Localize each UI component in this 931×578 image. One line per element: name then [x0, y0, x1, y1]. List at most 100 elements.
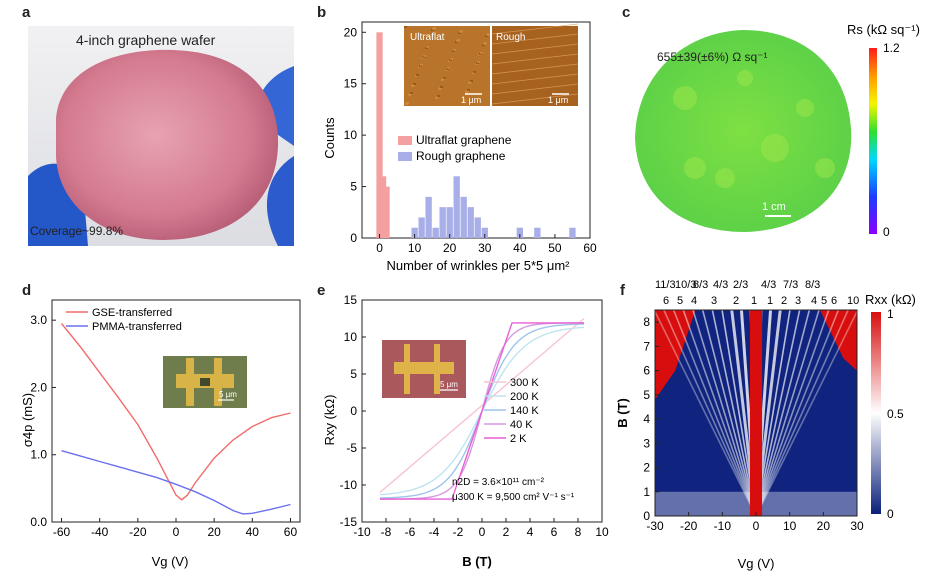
afm-texture: [440, 86, 443, 88]
x-tick-label: 50: [548, 241, 562, 255]
rs-variation: [737, 70, 753, 86]
landau-fan-line: [755, 310, 849, 516]
legend-entry: Ultraflat graphene: [416, 133, 512, 147]
bar-rough: [446, 207, 453, 238]
x-tick-label: -10: [714, 519, 732, 533]
afm-texture: [457, 39, 460, 41]
afm-texture: [480, 52, 483, 54]
afm-wrinkle: [491, 63, 579, 75]
afm-inset-ultraflat: [404, 26, 490, 106]
afm-wrinkle: [491, 73, 579, 85]
filling-factor-label: 4: [811, 295, 817, 307]
y-tick-label: 8: [643, 315, 650, 329]
bar-ultraflat: [383, 186, 390, 238]
hall-series: [379, 317, 585, 493]
afm-texture: [413, 83, 416, 85]
d-inset-scalebar: 5 μm: [219, 390, 237, 399]
landau-fan-line: [692, 310, 757, 516]
y-tick-label: -15: [340, 515, 358, 529]
landau-fan-line: [755, 310, 811, 516]
inset-scalebar-left: 1 μm: [461, 95, 481, 105]
afm-texture: [443, 77, 446, 79]
wafer-photo-svg: [28, 26, 294, 246]
y-tick-label: 15: [344, 293, 358, 307]
afm-texture: [437, 95, 440, 97]
afm-texture: [416, 74, 419, 76]
landau-fan-line: [755, 310, 857, 516]
x-tick-label: 20: [443, 241, 457, 255]
afm-wrinkle: [491, 83, 579, 95]
y-tick-label: 20: [344, 25, 358, 39]
y-tick-label: 15: [344, 77, 358, 91]
bar-ultraflat: [376, 32, 383, 239]
x-tick-label: -20: [680, 519, 698, 533]
c-scalebar: 1 cm: [762, 201, 786, 213]
sheet-resistance-map: 1 cm 1.2 0 Rs (kΩ sq⁻¹) 655±39(±6%) Ω sq…: [625, 18, 925, 248]
bar-rough: [467, 207, 474, 238]
bar-ultraflat: [379, 176, 387, 238]
x-tick-label: 0: [753, 519, 760, 533]
filling-fraction-label: 8/3: [693, 279, 708, 291]
f-hall-region-right: [819, 310, 857, 371]
filling-fraction-label: 11/3: [655, 279, 676, 291]
bar-rough: [569, 227, 576, 238]
afm-texture: [426, 46, 429, 48]
filling-factor-label: 6: [663, 295, 669, 307]
y-tick-label: 10: [344, 330, 358, 344]
x-tick-label: 6: [551, 525, 558, 539]
filling-factor-label: 3: [795, 295, 801, 307]
afm-texture: [430, 36, 433, 38]
histogram-chart: 0 10 20 30 40 50 60 0 5 10 15 20 Ultraflat Rough 1 …: [322, 21, 597, 273]
legend-swatch: [398, 136, 412, 145]
x-tick-label: -20: [129, 525, 147, 539]
afm-texture: [487, 33, 490, 35]
f-colorbar-label: Rxx (kΩ): [865, 292, 916, 307]
x-tick-label: 40: [246, 525, 260, 539]
series-pmma: [61, 450, 291, 515]
wafer-title: 4-inch graphene wafer: [76, 32, 216, 48]
e-device-inset: 5 μm: [382, 340, 466, 398]
c-colorbar: [869, 48, 877, 234]
bar-rough: [516, 227, 524, 238]
x-tick-label: 30: [850, 519, 864, 533]
afm-wrinkle: [491, 33, 579, 45]
panel-label-a: a: [22, 4, 31, 21]
afm-texture: [484, 42, 487, 44]
x-tick-label: 60: [284, 525, 298, 539]
legend-entry: 200 K: [510, 391, 539, 403]
c-colorbar-max: 1.2: [883, 41, 900, 55]
y-tick-label: 2.0: [30, 380, 47, 394]
x-tick-label: 60: [583, 241, 597, 255]
series-gse: [60, 323, 291, 501]
histogram-panel: 0 10 20 30 40 50 60 0 5 10 15 20 Ultraflat Rough 1 …: [320, 14, 610, 274]
landau-fan-line: [672, 310, 757, 516]
x-tick-label: -10: [353, 525, 371, 539]
rs-variation: [715, 168, 735, 188]
x-tick-label: 10: [408, 241, 422, 255]
d-ylabel: σ4p (mS): [20, 393, 35, 447]
y-tick-label: 1.0: [30, 448, 47, 462]
x-tick-label: 0: [479, 525, 486, 539]
inset-scalebar-right: 1 μm: [548, 95, 568, 105]
x-tick-label: 0: [173, 525, 180, 539]
y-tick-label: -10: [340, 478, 358, 492]
landau-fan-line: [682, 310, 757, 516]
x-tick-label: 2: [503, 525, 510, 539]
c-colorbar-min: 0: [883, 225, 890, 239]
y-tick-label: 5: [643, 388, 650, 402]
landau-fan-line: [655, 310, 757, 516]
afm-texture: [450, 58, 453, 60]
filling-factor-label: 6: [831, 295, 837, 307]
x-tick-label: -6: [405, 525, 416, 539]
afm-wrinkle: [491, 93, 579, 105]
filling-fraction-label: 10/3: [675, 279, 696, 291]
landau-fan-line: [755, 310, 830, 516]
landau-fan-line: [755, 310, 820, 516]
x-tick-label: -30: [646, 519, 664, 533]
afm-texture: [410, 92, 413, 94]
e-note-mobility: μ300 K = 9,500 cm² V⁻¹ s⁻¹: [452, 492, 575, 503]
bar-rough: [453, 176, 460, 238]
coverage-label: Coverage~99.8%: [30, 224, 124, 238]
